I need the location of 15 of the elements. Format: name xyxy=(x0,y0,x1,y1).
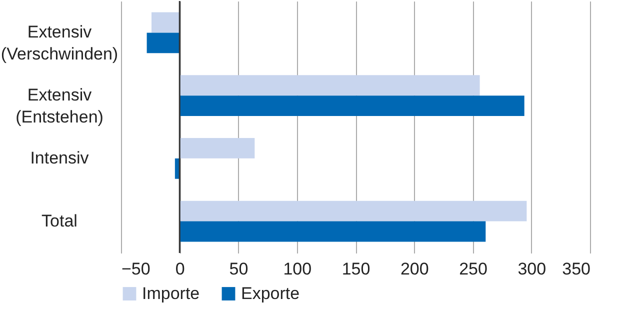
y-tick-label: Intensiv xyxy=(30,148,90,168)
y-tick-label: Extensiv (Entstehen) xyxy=(16,86,104,127)
x-tick-label: 200 xyxy=(400,260,429,278)
x-tick-label: 100 xyxy=(283,260,312,278)
x-tick-label: 250 xyxy=(459,260,488,278)
x-tick-label: 50 xyxy=(229,260,248,278)
x-tick-label: 0 xyxy=(175,260,185,278)
x-tick-label: 300 xyxy=(518,260,546,278)
x-tick-label: 150 xyxy=(342,260,370,278)
x-tick-label: −50 xyxy=(122,260,150,278)
x-tick-label: 350 xyxy=(562,260,590,278)
y-tick-label: Extensiv (Verschwinden) xyxy=(0,22,118,64)
legend-label: Importe xyxy=(142,284,200,303)
legend-label: Exporte xyxy=(241,284,300,303)
y-tick-label: Total xyxy=(42,211,78,230)
